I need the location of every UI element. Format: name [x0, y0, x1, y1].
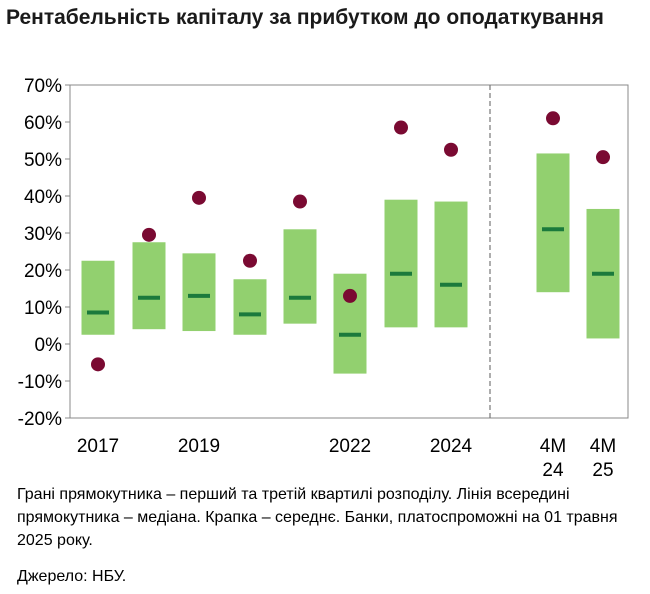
x-axis: 2017 2019 2022 2024 4M 24 4M 25 — [77, 436, 616, 480]
mean-2022 — [343, 288, 357, 303]
mean-4M-25 — [596, 150, 610, 165]
x-tick-label: 2022 — [329, 436, 371, 457]
y-tick-label: 0% — [35, 335, 63, 356]
mean-2021 — [293, 194, 307, 209]
x-tick-label: 4M — [590, 436, 616, 457]
y-tick-label: 70% — [24, 76, 62, 97]
x-tick-label: 2019 — [178, 436, 220, 457]
box-2021 — [283, 229, 317, 324]
x-tick-label: 2017 — [77, 436, 119, 457]
chart-source: Джерело: НБУ. — [17, 568, 127, 585]
box-2020 — [233, 279, 267, 335]
plot-frame — [69, 84, 629, 419]
mean-2024 — [444, 142, 458, 157]
box-2023 — [384, 199, 418, 328]
mean-4M-24 — [546, 111, 560, 126]
mean-2017 — [91, 357, 105, 372]
y-tick-label: 10% — [24, 298, 62, 319]
y-axis: -20% -10% 0% 10% 20% 30% 40% 50% 60% 70% — [18, 76, 70, 430]
y-tick-label: 40% — [24, 187, 62, 208]
y-tick-label: 50% — [24, 150, 62, 171]
x-tick-label: 25 — [592, 460, 613, 480]
y-tick-label: 60% — [24, 113, 62, 134]
mean-2019 — [192, 190, 206, 205]
means — [91, 111, 610, 372]
box-2019 — [182, 253, 216, 332]
y-tick-label: 20% — [24, 261, 62, 282]
mean-2020 — [243, 253, 257, 268]
box-2018 — [132, 242, 166, 330]
x-tick-label: 2024 — [430, 436, 473, 457]
box-2022 — [333, 273, 367, 374]
y-tick-label: -20% — [18, 409, 62, 430]
mean-2023 — [394, 120, 408, 135]
x-tick-label: 4M — [540, 436, 566, 457]
mean-2018 — [142, 227, 156, 242]
box-2017 — [81, 260, 115, 335]
medians — [87, 227, 614, 337]
box-plot-chart: -20% -10% 0% 10% 20% 30% 40% 50% 60% 70% 2017 2019… — [18, 76, 629, 480]
x-tick-label: 24 — [542, 460, 564, 480]
y-tick-label: -10% — [18, 372, 62, 393]
chart-title: Рентабельність капіталу за прибутком до … — [6, 6, 604, 29]
box-2024 — [434, 201, 468, 328]
plot-border — [69, 84, 629, 419]
box-4M-24 — [536, 153, 570, 293]
y-tick-label: 30% — [24, 224, 62, 245]
boxes — [81, 153, 620, 374]
chart-note: Грані прямокутника – перший та третій кв… — [17, 486, 618, 549]
